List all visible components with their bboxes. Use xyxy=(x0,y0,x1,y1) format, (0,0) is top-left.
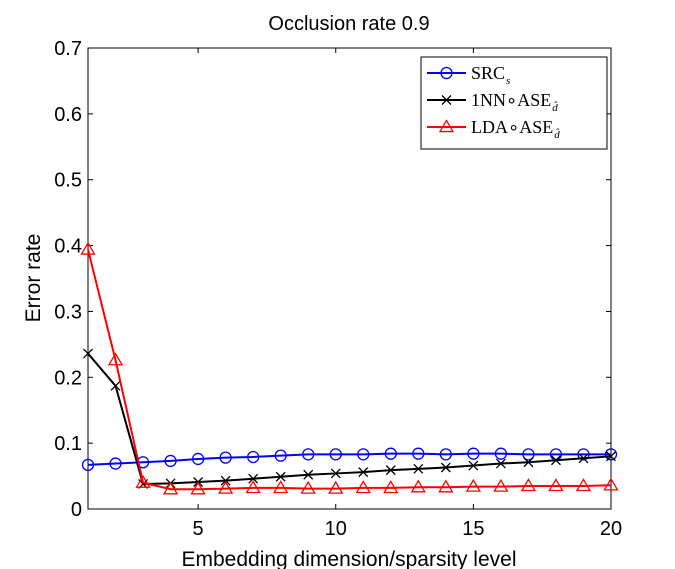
data-point xyxy=(495,458,506,469)
data-point xyxy=(109,457,122,470)
legend-subscript: s xyxy=(506,75,510,87)
data-point xyxy=(110,380,121,391)
x-tick-label: 5 xyxy=(193,518,204,540)
data-point xyxy=(274,449,287,462)
data-point xyxy=(410,479,426,493)
data-point xyxy=(440,462,451,473)
data-point xyxy=(81,458,95,472)
y-tick-label: 0 xyxy=(71,499,82,521)
data-point xyxy=(383,480,399,494)
data-point xyxy=(522,448,535,461)
data-point xyxy=(164,454,177,468)
data-point xyxy=(550,455,561,466)
y-tick-label: 0.3 xyxy=(54,301,82,323)
legend-subscript: d̂ xyxy=(552,101,558,114)
y-axis-label: Error rate xyxy=(22,234,45,323)
data-point xyxy=(273,480,289,494)
data-point xyxy=(603,477,619,491)
data-point xyxy=(494,447,508,460)
legend-label: LDA∘ASE xyxy=(471,117,553,137)
legend-entry-1: 1NN∘ASE d̂ xyxy=(427,90,558,114)
data-point xyxy=(441,95,452,105)
legend-entry-0: SRC s xyxy=(427,63,510,87)
chart-title: Occlusion rate 0.9 xyxy=(268,13,429,35)
data-point xyxy=(107,352,124,366)
data-point xyxy=(355,480,371,494)
series-2 xyxy=(80,241,619,495)
data-point xyxy=(217,480,234,494)
data-point xyxy=(248,473,259,484)
data-point xyxy=(465,478,482,492)
data-point xyxy=(275,471,286,482)
data-point xyxy=(384,447,397,460)
y-tick-label: 0.4 xyxy=(54,236,82,258)
x-tick-label: 10 xyxy=(325,518,347,540)
series-layer xyxy=(80,241,619,495)
data-point xyxy=(413,463,424,474)
legend-label: 1NN∘ASE xyxy=(471,90,551,110)
data-point xyxy=(438,119,455,133)
series-line xyxy=(87,352,612,485)
data-point xyxy=(162,481,179,495)
data-point xyxy=(80,241,96,255)
x-tick-label: 15 xyxy=(462,518,484,540)
data-point xyxy=(329,448,342,461)
data-point xyxy=(245,480,261,494)
data-point xyxy=(548,478,564,492)
x-tick-label: 20 xyxy=(600,518,622,540)
data-point xyxy=(302,448,315,461)
series-line xyxy=(87,452,611,466)
data-point xyxy=(440,66,453,80)
data-point xyxy=(493,478,509,492)
data-point xyxy=(606,451,616,462)
data-point xyxy=(438,479,454,493)
data-point xyxy=(575,478,592,492)
data-point xyxy=(135,474,151,488)
data-point xyxy=(357,448,370,461)
legend-label: SRC xyxy=(471,63,505,83)
data-point xyxy=(190,481,206,495)
y-tick-label: 0.5 xyxy=(54,170,82,192)
data-point xyxy=(219,451,232,464)
data-point xyxy=(577,448,590,461)
ticks: 0 0.1 0.2 0.3 0.4 0.5 0.6 0.7 5 10 15 20 xyxy=(54,38,622,540)
series-1 xyxy=(83,348,616,489)
legend-entry-2: LDA∘ASE d̂ xyxy=(427,117,560,141)
y-tick-label: 0.7 xyxy=(54,38,82,60)
data-point xyxy=(247,450,260,464)
data-point xyxy=(330,468,341,479)
data-point xyxy=(439,448,452,461)
legend-subscript: d̂ xyxy=(554,128,560,141)
data-point xyxy=(83,348,93,359)
data-point xyxy=(604,448,618,461)
data-point xyxy=(523,457,534,468)
data-point xyxy=(303,469,314,480)
data-point xyxy=(220,475,231,486)
data-point xyxy=(385,465,396,476)
x-axis-label: Embedding dimension/sparsity level xyxy=(181,548,516,569)
data-point xyxy=(520,478,537,492)
data-point xyxy=(300,480,316,494)
data-point xyxy=(191,452,205,466)
data-point xyxy=(412,447,425,460)
y-tick-label: 0.2 xyxy=(54,367,82,389)
y-tick-label: 0.1 xyxy=(54,433,82,455)
data-point xyxy=(467,447,480,460)
data-point xyxy=(358,467,369,478)
y-tick-label: 0.6 xyxy=(54,104,82,126)
data-point xyxy=(468,460,479,471)
data-point xyxy=(578,453,589,464)
data-point xyxy=(328,480,344,494)
series-0 xyxy=(81,447,618,472)
